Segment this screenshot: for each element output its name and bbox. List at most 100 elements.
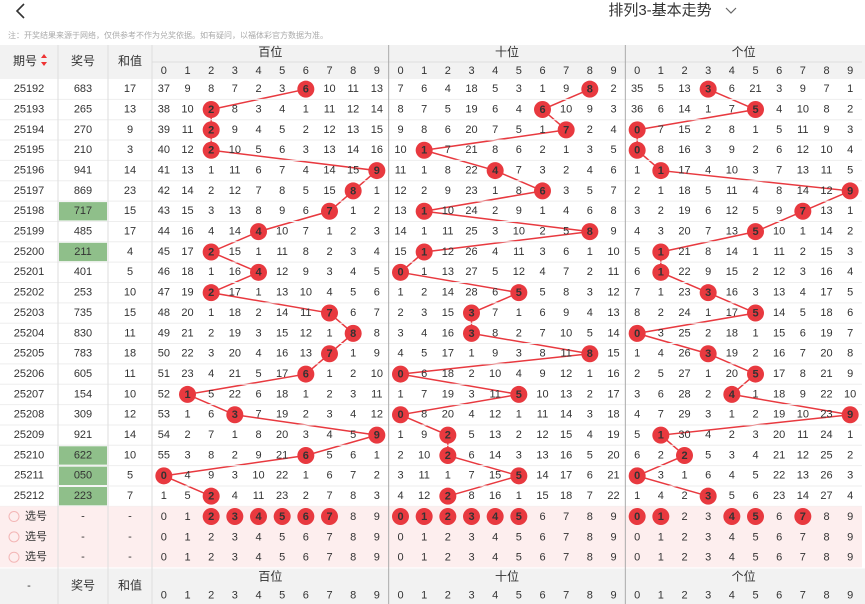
- miss-count: 8: [421, 409, 427, 421]
- miss-count: 21: [607, 470, 619, 482]
- miss-count: 17: [181, 246, 193, 258]
- digit-header: 2: [208, 65, 214, 77]
- hit-digit: 3: [468, 307, 474, 319]
- miss-count: 8: [208, 449, 214, 461]
- miss-count: 50: [158, 348, 170, 360]
- hit-digit: 0: [161, 470, 167, 482]
- miss-count: 1: [752, 327, 758, 339]
- hit-digit: 2: [445, 430, 451, 442]
- hit-ball: [841, 406, 859, 424]
- miss-count: 16: [276, 348, 288, 360]
- miss-count: 17: [276, 368, 288, 380]
- miss-count: 1: [397, 388, 403, 400]
- miss-count: 23: [773, 490, 785, 502]
- pick-digit: 6: [303, 511, 309, 523]
- digit-header: 4: [729, 65, 735, 77]
- miss-count: 15: [276, 327, 288, 339]
- miss-count: 7: [421, 103, 427, 115]
- miss-count: 2: [847, 103, 853, 115]
- page-title[interactable]: 排列3-基本走势: [608, 2, 711, 19]
- pick-digit: 0: [634, 531, 640, 543]
- miss-count: 12: [797, 144, 809, 156]
- miss-count: 1: [658, 287, 664, 299]
- miss-count: 3: [587, 144, 593, 156]
- miss-count: 6: [800, 327, 806, 339]
- footer-digit: 1: [421, 589, 427, 601]
- miss-count: 38: [158, 103, 170, 115]
- pick-digit: 2: [208, 552, 214, 564]
- hit-digit: 3: [232, 409, 238, 421]
- pick-digit: 7: [326, 552, 332, 564]
- miss-count: 4: [705, 429, 711, 441]
- miss-count: 14: [489, 449, 501, 461]
- miss-count: 12: [607, 287, 619, 299]
- miss-count: 1: [445, 470, 451, 482]
- miss-count: 19: [465, 103, 477, 115]
- pick-period: -: [81, 510, 85, 522]
- miss-count: 18: [465, 83, 477, 95]
- miss-count: 10: [442, 205, 454, 217]
- miss-count: 4: [800, 287, 806, 299]
- miss-count: 21: [773, 449, 785, 461]
- hit-digit: 1: [184, 389, 190, 401]
- miss-count: 10: [418, 449, 430, 461]
- title-dropdown[interactable]: [725, 7, 737, 14]
- miss-count: 14: [560, 409, 572, 421]
- miss-count: 5: [539, 287, 545, 299]
- miss-count: 4: [563, 205, 569, 217]
- miss-count: 6: [776, 144, 782, 156]
- miss-count: 28: [678, 388, 690, 400]
- miss-count: 4: [326, 287, 332, 299]
- miss-count: 9: [208, 470, 214, 482]
- sum: 7: [127, 490, 133, 502]
- miss-count: 36: [631, 103, 643, 115]
- hit-ball: [344, 182, 362, 200]
- digit-header: 0: [634, 65, 640, 77]
- hit-ball: [202, 243, 220, 261]
- miss-count: 14: [442, 287, 454, 299]
- digit-header: 1: [658, 65, 664, 77]
- miss-count: 2: [208, 185, 214, 197]
- miss-count: 27: [820, 490, 832, 502]
- hit-ball: [202, 487, 220, 505]
- miss-count: 11: [229, 164, 240, 176]
- miss-count: 15: [773, 327, 785, 339]
- miss-count: 5: [847, 164, 853, 176]
- miss-count: 7: [303, 226, 309, 238]
- back-button[interactable]: [15, 3, 25, 19]
- footer-group: 百位: [258, 569, 282, 584]
- hit-digit: 4: [255, 267, 262, 279]
- pick-ball: [321, 508, 338, 526]
- pick-digit: 5: [516, 552, 522, 564]
- pick-digit: 1: [658, 531, 664, 543]
- miss-count: 13: [371, 83, 383, 95]
- miss-count: 45: [158, 246, 170, 258]
- miss-count: 2: [350, 226, 356, 238]
- miss-count: 3: [397, 327, 403, 339]
- hit-ball: [534, 182, 551, 200]
- hit-ball: [652, 243, 670, 261]
- miss-count: 15: [489, 470, 501, 482]
- draw-number: 309: [74, 409, 92, 421]
- miss-count: 1: [539, 124, 545, 136]
- miss-count: 21: [820, 368, 832, 380]
- footer-digit: 7: [800, 589, 806, 601]
- sum: 9: [127, 124, 133, 136]
- miss-count: 3: [208, 348, 214, 360]
- miss-count: 8: [445, 164, 451, 176]
- miss-count: 5: [800, 307, 806, 319]
- hit-digit: 6: [303, 368, 309, 380]
- miss-count: 4: [232, 490, 238, 502]
- footer-digit: 5: [752, 589, 758, 601]
- miss-count: 1: [468, 348, 474, 360]
- pick-digit: 1: [658, 552, 664, 564]
- miss-count: 12: [418, 490, 430, 502]
- miss-count: 1: [516, 490, 522, 502]
- miss-count: 7: [279, 164, 285, 176]
- miss-count: 1: [374, 449, 380, 461]
- period: 25198: [14, 205, 45, 217]
- period: 25194: [14, 124, 45, 136]
- group-header: 百位: [258, 44, 282, 59]
- miss-count: 7: [255, 185, 261, 197]
- miss-count: 6: [658, 388, 664, 400]
